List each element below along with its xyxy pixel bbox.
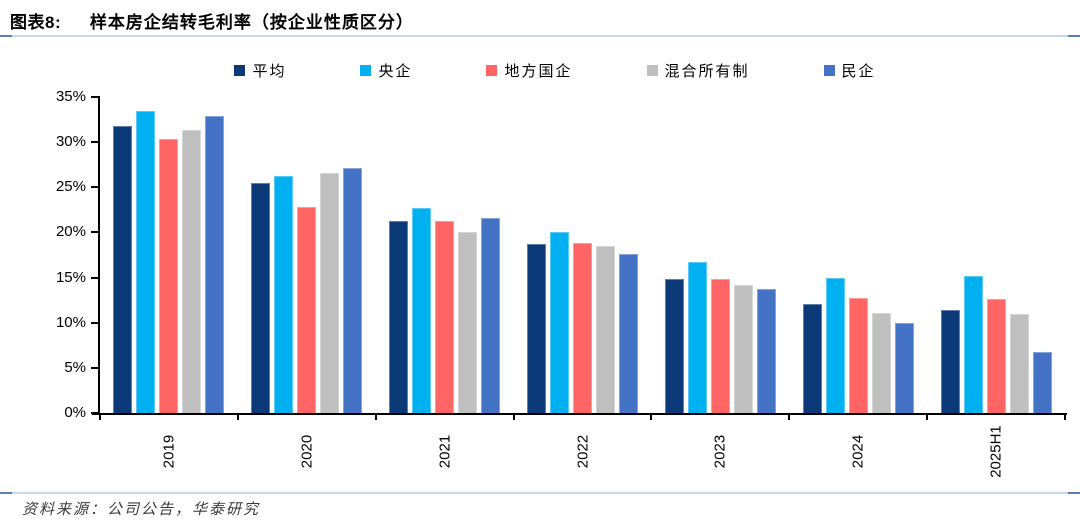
bar-混合所有制-2022 [596,245,615,413]
chart-legend: 平均 央企 地方国企 混合所有制 民企 [0,58,1080,82]
legend-item: 央企 [360,60,412,81]
x-tick-label: 2023 [711,434,729,469]
y-axis-tick [91,96,99,98]
x-tick-label: 2025H1 [987,425,1005,478]
x-tick-label: 2021 [436,434,454,469]
source-note: 资料来源：公司公告，华泰研究 [22,500,261,518]
legend-swatch-icon [360,64,372,76]
x-axis-tick [236,414,239,420]
bar-地方国企-2023 [710,279,730,413]
bar-地方国企-2025H1 [986,299,1006,413]
bar-混合所有制-2025H1 [1009,313,1029,413]
legend-swatch-icon [823,64,835,76]
y-tick-label: 30% [55,133,86,151]
bar-混合所有制-2019 [182,130,202,413]
divider-end-dash [1068,492,1080,494]
bar-民企-2019 [205,115,225,413]
bar-民企-2025H1 [1032,351,1052,413]
x-axis-tick [512,414,515,420]
bar-民企-2021 [481,217,501,413]
footer-divider [0,492,1080,494]
y-axis-tick [91,321,99,324]
bar-央企-2021 [412,208,432,413]
x-axis-tick [788,414,791,420]
bar-混合所有制-2023 [733,284,753,413]
bar-地方国企-2020 [297,207,317,413]
y-tick-label: 20% [55,223,86,241]
y-axis-tick [91,186,99,189]
y-tick-label: 10% [55,313,86,331]
x-tick-label: 2022 [574,434,591,469]
y-axis-tick [91,231,99,234]
x-tick-label: 2024 [849,434,867,469]
legend-swatch-icon [486,64,498,76]
divider-end-dash [0,492,12,494]
legend-swatch-icon [234,64,246,76]
bar-央企-2019 [136,111,156,413]
x-tick-label: 2020 [298,434,316,469]
bar-平均-2021 [389,220,409,413]
page-title: 样本房企结转毛利率（按企业性质区分） [89,13,414,32]
bar-平均-2023 [664,279,684,413]
bar-平均-2019 [113,125,133,413]
legend-label: 地方国企 [504,62,573,80]
y-axis-tick [91,412,99,414]
bar-央企-2024 [825,277,845,413]
legend-label: 民企 [841,62,876,80]
divider-end-dash [0,35,12,37]
x-axis-tick [374,414,377,420]
y-tick-label: 25% [55,178,86,196]
legend-label: 央企 [378,62,413,80]
bar-民企-2023 [756,289,776,413]
legend-label: 平均 [252,62,287,80]
bar-地方国企-2019 [159,138,179,413]
y-axis-line [98,96,100,414]
bar-央企-2022 [550,231,569,413]
bar-地方国企-2022 [573,243,592,413]
x-axis-tick [99,414,101,420]
y-axis-tick [91,276,99,279]
bar-混合所有制-2024 [871,312,891,413]
y-tick-label: 35% [55,88,86,105]
bar-混合所有制-2020 [320,172,340,413]
divider-end-dash [1068,35,1080,37]
header-divider [0,35,1080,37]
legend-swatch-icon [646,64,658,76]
bar-平均-2025H1 [940,310,960,413]
bar-民企-2024 [894,322,914,413]
bar-央企-2025H1 [963,275,983,413]
bar-平均-2020 [251,182,271,413]
legend-item: 混合所有制 [646,60,750,81]
legend-label: 混合所有制 [664,62,750,80]
chart-header: 图表8: 样本房企结转毛利率（按企业性质区分） [10,8,414,33]
x-axis-line [92,413,1067,415]
legend-item: 地方国企 [486,60,572,81]
y-tick-label: 15% [55,268,86,286]
y-tick-label: 0% [64,404,86,421]
bar-平均-2024 [802,303,822,413]
y-axis-tick [91,141,99,144]
bar-民企-2022 [619,254,638,413]
y-axis-tick [91,366,99,369]
bar-地方国企-2021 [435,220,455,413]
x-tick-label: 2019 [160,434,178,469]
figure-number-label: 图表8: [10,13,62,32]
bar-地方国企-2024 [848,298,868,413]
y-tick-label: 5% [64,358,86,376]
legend-item: 民企 [823,60,876,81]
bar-央企-2023 [687,262,707,413]
bar-混合所有制-2021 [458,232,478,413]
bar-央企-2020 [274,176,294,413]
bar-平均-2022 [527,244,546,413]
x-axis-tick [650,414,653,420]
bar-民企-2020 [343,168,363,413]
legend-item: 平均 [234,60,286,81]
x-axis-tick [926,414,929,420]
x-axis-tick [1064,414,1066,420]
